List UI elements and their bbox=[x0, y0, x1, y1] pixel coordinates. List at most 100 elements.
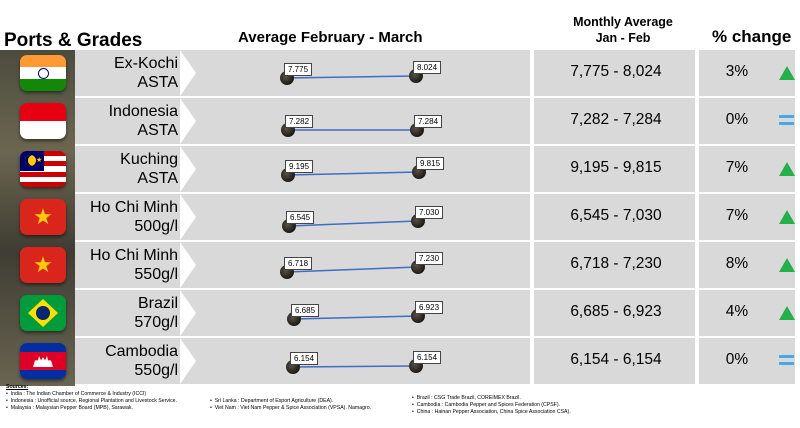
column-divider bbox=[695, 194, 699, 240]
vietnam-flag-icon: ★ bbox=[20, 199, 66, 235]
chevron-divider bbox=[180, 146, 196, 192]
table-row: ★ Kuching ASTA 9.195 9.815 9,195 - 9,815 7% bbox=[0, 146, 800, 192]
grade: ASTA bbox=[137, 170, 178, 187]
equal-icon bbox=[779, 115, 794, 126]
port-name: Ex-Kochi bbox=[113, 55, 178, 72]
cambodia-flag-icon bbox=[20, 343, 66, 379]
column-divider bbox=[695, 146, 699, 192]
up-arrow-icon bbox=[779, 210, 795, 224]
trend-line bbox=[286, 266, 419, 273]
table-row: Cambodia 550g/l 6.154 6.154 6,154 - 6,154 0% bbox=[0, 338, 800, 384]
trend-line bbox=[293, 315, 419, 320]
column-divider bbox=[695, 242, 699, 288]
monthly-average-range: 6,545 - 7,030 bbox=[570, 207, 662, 224]
port-grade: Cambodia 550g/l bbox=[80, 342, 178, 380]
start-value-label: 7.775 bbox=[284, 63, 313, 76]
grade: 550g/l bbox=[134, 362, 178, 379]
trend-line bbox=[292, 365, 417, 368]
chevron-divider bbox=[180, 338, 196, 384]
column-divider bbox=[530, 194, 534, 240]
source-item: • Viet Nam : Viet Nam Pepper & Spice Ass… bbox=[210, 405, 372, 411]
port-grade: Ex-Kochi ASTA bbox=[80, 54, 178, 92]
start-value-label: 6.545 bbox=[286, 211, 315, 224]
end-value-label: 6.154 bbox=[413, 351, 442, 364]
header-ports-grades: Ports & Grades bbox=[4, 30, 143, 51]
sources-title: Sources: bbox=[6, 384, 29, 390]
header-average: Average February - March bbox=[238, 29, 423, 46]
chevron-divider bbox=[180, 194, 196, 240]
end-value-label: 9.815 bbox=[416, 157, 445, 170]
malaysia-flag-icon: ★ bbox=[20, 151, 66, 187]
start-value-label: 6.718 bbox=[284, 257, 313, 270]
up-arrow-icon bbox=[779, 66, 795, 80]
column-divider bbox=[695, 98, 699, 144]
column-divider bbox=[695, 50, 699, 96]
port-name: Brazil bbox=[137, 295, 178, 312]
column-divider bbox=[530, 338, 534, 384]
up-arrow-icon bbox=[779, 258, 795, 272]
column-divider bbox=[530, 98, 534, 144]
grade: 500g/l bbox=[134, 218, 178, 235]
port-name: Indonesia bbox=[108, 103, 178, 120]
port-name: Ho Chi Minh bbox=[89, 199, 178, 216]
column-divider bbox=[695, 290, 699, 336]
up-arrow-icon bbox=[779, 162, 795, 176]
port-grade: Indonesia ASTA bbox=[80, 102, 178, 140]
grade: ASTA bbox=[137, 74, 178, 91]
chevron-divider bbox=[180, 50, 196, 96]
start-value-label: 7.282 bbox=[285, 115, 314, 128]
start-value-label: 9.195 bbox=[285, 160, 314, 173]
chevron-divider bbox=[180, 242, 196, 288]
grade: 550g/l bbox=[134, 266, 178, 283]
start-value-label: 6.154 bbox=[290, 352, 319, 365]
monthly-average-range: 6,685 - 6,923 bbox=[570, 303, 662, 320]
percent-change: 0% bbox=[725, 351, 749, 368]
monthly-average-range: 6,718 - 7,230 bbox=[570, 255, 662, 272]
india-flag-icon bbox=[20, 55, 66, 91]
monthly-average-range: 7,282 - 7,284 bbox=[570, 111, 662, 128]
percent-change: 3% bbox=[725, 63, 749, 80]
column-divider bbox=[530, 290, 534, 336]
end-value-label: 7.230 bbox=[415, 252, 444, 265]
source-item: • Brazil : CSG Trade Brazil, COREIMEX Br… bbox=[412, 395, 521, 401]
header-monthly-average: Monthly Average Jan - Feb bbox=[548, 14, 698, 46]
column-divider bbox=[530, 146, 534, 192]
monthly-average-range: 9,195 - 9,815 bbox=[570, 159, 662, 176]
table-row: Brazil 570g/l 6.685 6.923 6,685 - 6,923 4% bbox=[0, 290, 800, 336]
grade: ASTA bbox=[137, 122, 178, 139]
table-row: Indonesia ASTA 7.282 7.284 7,282 - 7,284 0% bbox=[0, 98, 800, 144]
end-value-label: 7.284 bbox=[414, 115, 443, 128]
table-row: Ex-Kochi ASTA 7.775 8.024 7,775 - 8,024 3% bbox=[0, 50, 800, 96]
monthly-average-range: 6,154 - 6,154 bbox=[570, 351, 662, 368]
start-value-label: 6.685 bbox=[291, 304, 320, 317]
indonesia-flag-icon bbox=[20, 103, 66, 139]
port-grade: Brazil 570g/l bbox=[80, 294, 178, 332]
up-arrow-icon bbox=[779, 306, 795, 320]
sources-col1: Sources: • India : The Indian Chamber of… bbox=[6, 384, 206, 412]
table-row: ★ Ho Chi Minh 500g/l 6.545 7.030 6,545 - 7,03… bbox=[0, 194, 800, 240]
port-name: Kuching bbox=[120, 151, 178, 168]
trend-line bbox=[287, 171, 420, 176]
percent-change: 8% bbox=[725, 255, 749, 272]
column-divider bbox=[530, 50, 534, 96]
equal-icon bbox=[779, 355, 794, 366]
sources-col2: • Sri Lanka : Department of Export Agric… bbox=[210, 398, 400, 412]
trend-line bbox=[286, 75, 417, 79]
brazil-flag-icon bbox=[20, 295, 66, 331]
percent-change: 7% bbox=[725, 207, 749, 224]
header-monthly-line1: Monthly Average bbox=[573, 15, 673, 29]
column-divider bbox=[695, 338, 699, 384]
port-grade: Ho Chi Minh 550g/l bbox=[80, 246, 178, 284]
chevron-divider bbox=[180, 290, 196, 336]
sources-col3: • Brazil : CSG Trade Brazil, COREIMEX Br… bbox=[412, 395, 612, 416]
chevron-divider bbox=[180, 98, 196, 144]
grade: 570g/l bbox=[134, 314, 178, 331]
percent-change: 7% bbox=[725, 159, 749, 176]
source-item: • Cambodia : Cambodia Pepper and Spices … bbox=[412, 402, 561, 408]
source-item: • Malaysia : Malaysian Pepper Board (MPB… bbox=[6, 405, 133, 411]
source-item: • China : Hainan Pepper Association, Chi… bbox=[412, 409, 571, 415]
vietnam-flag-icon: ★ bbox=[20, 247, 66, 283]
percent-change: 4% bbox=[725, 303, 749, 320]
end-value-label: 8.024 bbox=[413, 61, 442, 74]
port-name: Cambodia bbox=[105, 343, 178, 360]
